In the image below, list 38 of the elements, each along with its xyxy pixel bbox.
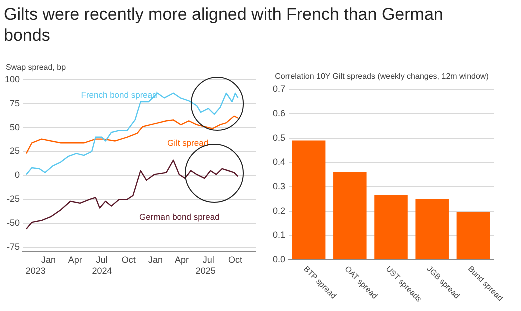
y-tick-label: 0.0 <box>272 254 286 264</box>
y-tick-label: -75 <box>7 242 20 252</box>
y-tick-label: 50 <box>10 122 20 132</box>
y-tick-label: 0.2 <box>272 206 286 216</box>
chart-title: Gilts were recently more aligned with French than German bonds <box>4 4 444 46</box>
x-tick-label: Jan <box>148 255 163 266</box>
series-label: Gilt spread <box>167 138 209 148</box>
x-tick-label: Apr <box>68 255 82 266</box>
y-tick-label: 0.3 <box>272 181 286 192</box>
bar <box>374 195 408 260</box>
bar <box>416 199 449 260</box>
y-tick-label: 75 <box>10 98 20 108</box>
x-tick-label: Jan <box>41 255 56 266</box>
x-tick-label: Apr <box>175 255 190 266</box>
bar <box>334 172 367 260</box>
x-tick-label: Jul <box>96 255 108 266</box>
x-tick-label: Oct <box>122 255 136 266</box>
text: 2024 <box>92 266 112 276</box>
y-tick-label: 0.7 <box>272 84 286 94</box>
text: 2023 <box>26 266 46 276</box>
y-tick-label: -25 <box>7 194 20 204</box>
y-tick-label: 0.6 <box>272 108 286 118</box>
text: German bond spread <box>140 212 220 222</box>
y-tick-label: -50 <box>7 218 20 228</box>
y-tick-label: 0 <box>15 170 20 180</box>
y-tick-label: 0.1 <box>272 230 286 240</box>
y-tick-label: 100 <box>4 74 20 84</box>
x-tick-label: Oct <box>228 255 244 266</box>
y-axis-title: Swap spread, bp <box>6 63 67 72</box>
bar <box>456 212 490 260</box>
chart-title: Correlation 10Y Gilt spreads (weekly changes, 12m window) <box>275 72 490 82</box>
x-tick-label: Jul <box>202 255 214 266</box>
bar <box>292 140 326 260</box>
y-tick-label: 25 <box>10 146 20 156</box>
y-tick-label: 0.5 <box>272 132 286 143</box>
text: 2025 <box>196 266 216 276</box>
series-label: French bond spread <box>81 90 158 100</box>
y-tick-label: 0.4 <box>272 157 286 168</box>
